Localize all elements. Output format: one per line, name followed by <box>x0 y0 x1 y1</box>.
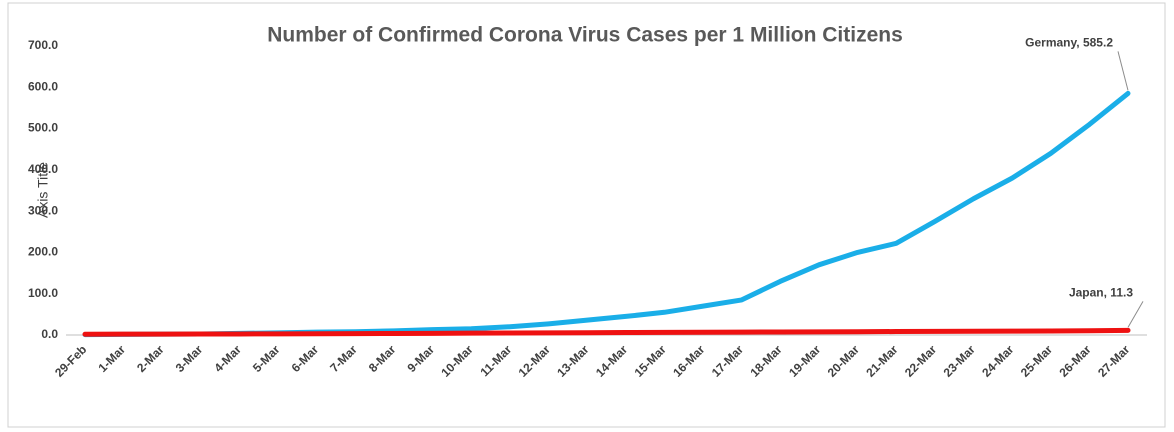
y-tick-label: 600.0 <box>28 79 58 93</box>
leader-line <box>1127 301 1144 328</box>
y-tick-label: 400.0 <box>28 162 58 176</box>
y-tick-label: 100.0 <box>28 286 58 300</box>
y-tick-label: 500.0 <box>28 121 58 135</box>
data-label: Germany, 585.2 <box>1025 36 1113 50</box>
chart-title: Number of Confirmed Corona Virus Cases p… <box>267 24 903 47</box>
data-label: Japan, 11.3 <box>1069 286 1133 300</box>
y-axis-title: Axis Title <box>35 162 51 218</box>
leader-line <box>1117 51 1129 91</box>
series-line <box>82 327 1131 337</box>
y-tick-label: 200.0 <box>28 245 58 259</box>
chart-border <box>7 2 1166 428</box>
y-tick-label: 0.0 <box>41 327 58 341</box>
y-tick-label: 300.0 <box>28 203 58 217</box>
y-tick-label: 700.0 <box>28 38 58 52</box>
